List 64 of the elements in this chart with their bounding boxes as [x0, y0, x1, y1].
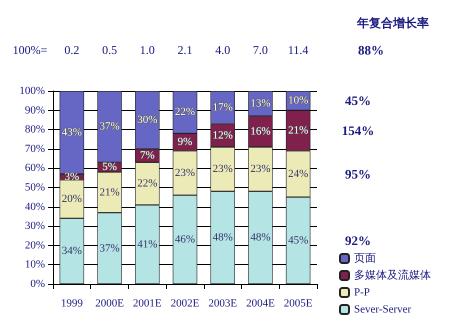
data-label: 34% [62, 245, 82, 258]
data-label: 22% [137, 178, 158, 190]
text: 45% [345, 93, 371, 108]
data-label: 20% [62, 193, 82, 206]
x-tick-label: 2002E [170, 298, 200, 310]
data-label: 13% [250, 98, 271, 110]
text: 154% [342, 123, 374, 138]
x-tick-label: 2000E [95, 298, 124, 310]
data-label: 5% [102, 161, 117, 174]
data-label: 17% [212, 101, 233, 114]
data-label: 41% [137, 238, 158, 250]
y-tick-label: 30% [24, 220, 45, 232]
legend-label: 页面 [354, 252, 376, 264]
legend-label: Sever-Server [354, 304, 412, 316]
text: 1.0 [140, 43, 155, 57]
data-label: 12% [212, 129, 233, 142]
x-tick-label: 2001E [132, 298, 162, 310]
x-tick-label: 2004E [246, 298, 276, 310]
data-label: 24% [288, 168, 308, 180]
y-tick-label: 10% [24, 258, 45, 271]
text: 95% [345, 166, 371, 182]
text: 0.5 [102, 43, 118, 57]
text: 4.0 [215, 43, 230, 57]
y-tick-label: 60% [24, 162, 45, 174]
text: 92% [345, 233, 371, 248]
data-label: 23% [174, 167, 196, 180]
data-label: 22% [174, 106, 196, 118]
data-label: 23% [212, 163, 233, 176]
y-tick-label: 90% [24, 104, 45, 116]
data-label: 37% [99, 242, 120, 254]
data-label: 23% [250, 163, 271, 176]
y-tick-label: 80% [24, 124, 45, 136]
text: 7.0 [252, 43, 268, 57]
x-tick-label: 2005E [284, 298, 313, 310]
legend-label: 多媒体及流媒体 [354, 268, 431, 282]
y-tick-label: 40% [24, 200, 45, 213]
y-tick-label: 70% [24, 142, 45, 155]
data-label: 16% [250, 126, 271, 138]
text: 11.4 [288, 43, 308, 57]
y-tick-label: 100% [19, 85, 45, 97]
y-tick-label: 0% [30, 278, 45, 290]
data-label: 46% [174, 234, 196, 246]
text: 88% [358, 42, 384, 58]
data-label: 43% [62, 126, 82, 138]
y-tick-label: 50% [24, 182, 45, 194]
data-label: 37% [99, 120, 120, 133]
data-label: 7% [140, 150, 155, 162]
data-label: 21% [99, 186, 120, 198]
data-label: 30% [137, 114, 158, 126]
data-label: 45% [288, 234, 308, 247]
x-tick-label: 1999 [60, 298, 84, 310]
text: 0.2 [64, 43, 80, 57]
data-label: 48% [212, 232, 233, 244]
data-label: 48% [250, 232, 271, 244]
data-label: 9% [178, 136, 192, 148]
text: 2.1 [178, 43, 192, 57]
data-label: 3% [64, 170, 80, 183]
text: 年复合增长率 [356, 16, 429, 30]
text: 100%= [12, 43, 48, 57]
x-tick-label: 2003E [208, 298, 238, 310]
data-label: 10% [288, 94, 308, 107]
y-tick-label: 20% [24, 239, 45, 252]
data-label: 21% [288, 124, 308, 137]
legend-label: P-P [354, 286, 370, 298]
